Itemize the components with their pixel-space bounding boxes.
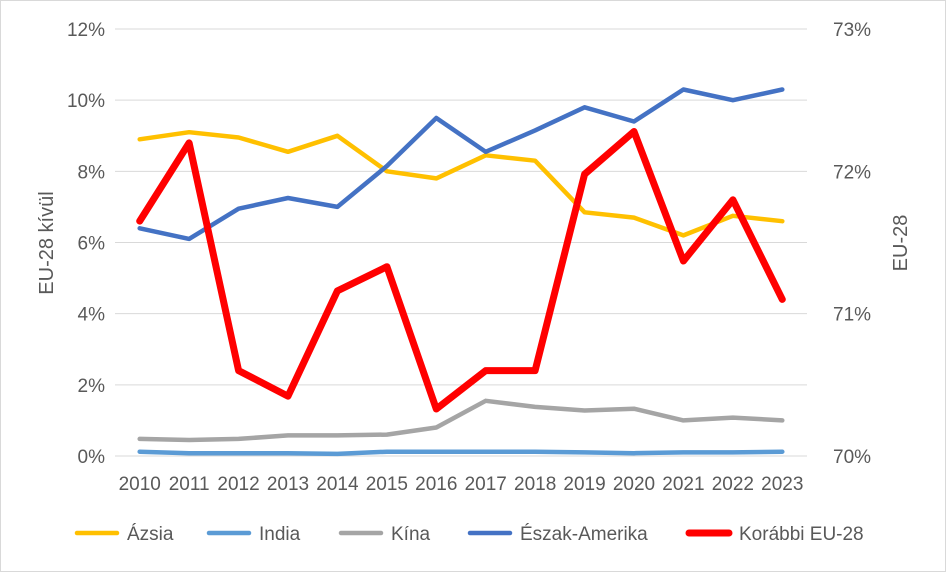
legend-label: India <box>259 524 301 545</box>
series-line-0 <box>137 129 785 238</box>
x-tick-label: 2010 <box>119 474 161 495</box>
legend: Ázsia India Kína Észak-Amerika Korábbi EU-28 <box>74 524 864 545</box>
gridlines <box>115 28 807 457</box>
x-tick-label: 2023 <box>761 474 803 495</box>
left-axis-title: EU-28 kívül <box>36 191 58 294</box>
left-tick-label: 12% <box>67 20 105 41</box>
right-tick-label: 72% <box>833 162 871 183</box>
right-tick-label: 70% <box>833 447 871 468</box>
left-tick-label: 8% <box>78 162 106 183</box>
legend-label: Észak-Amerika <box>520 524 648 545</box>
right-axis-ticks: 70% 71% 72% 73% <box>833 20 871 468</box>
series-lines <box>136 87 786 457</box>
right-axis-title: EU-28 <box>890 215 912 272</box>
left-tick-label: 10% <box>67 91 105 112</box>
x-axis-ticks: 2010 2011 2012 2013 2014 2015 2016 2017 2018 2019… <box>119 474 804 495</box>
x-tick-label: 2021 <box>662 474 704 495</box>
left-axis-ticks: 0% 2% 4% 6% 8% 10% 12% <box>67 20 105 468</box>
x-tick-label: 2015 <box>366 474 408 495</box>
legend-label: Kína <box>391 524 431 545</box>
x-tick-label: 2017 <box>465 474 507 495</box>
series-line-3 <box>137 87 785 242</box>
x-tick-label: 2022 <box>712 474 754 495</box>
left-tick-label: 6% <box>78 234 106 255</box>
series-line-1 <box>137 449 785 457</box>
series-line-2 <box>137 398 785 443</box>
x-tick-label: 2016 <box>415 474 457 495</box>
legend-label: Korábbi EU-28 <box>739 524 864 545</box>
x-tick-label: 2012 <box>217 474 259 495</box>
right-tick-label: 73% <box>833 20 871 41</box>
right-tick-label: 71% <box>833 305 871 326</box>
legend-label: Ázsia <box>127 524 174 545</box>
x-tick-label: 2020 <box>613 474 655 495</box>
left-tick-label: 2% <box>78 376 106 397</box>
x-tick-label: 2019 <box>563 474 605 495</box>
left-tick-label: 4% <box>78 305 106 326</box>
left-tick-label: 0% <box>78 447 106 468</box>
x-tick-label: 2014 <box>316 474 359 495</box>
x-tick-label: 2011 <box>169 474 210 495</box>
x-tick-label: 2013 <box>267 474 309 495</box>
x-tick-label: 2018 <box>514 474 556 495</box>
series-line-4 <box>136 128 786 413</box>
